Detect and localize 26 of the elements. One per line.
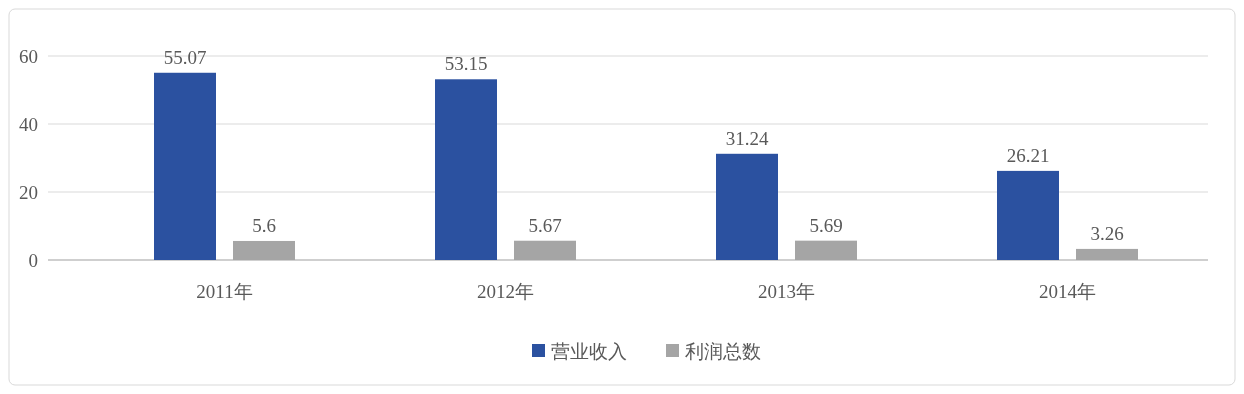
- bar: [154, 72, 216, 260]
- x-tick-label: 2012年: [477, 281, 534, 302]
- data-label: 31.24: [725, 127, 769, 149]
- x-tick-label: 2011年: [196, 281, 253, 302]
- data-label: 55.07: [163, 46, 207, 68]
- bar: [716, 153, 778, 260]
- data-label: 53.15: [444, 53, 488, 75]
- bar: [435, 79, 497, 260]
- x-tick-label: 2014年: [1039, 281, 1096, 302]
- x-tick-label: 2013年: [758, 281, 815, 302]
- bar: [514, 240, 576, 260]
- y-tick-label: 0: [28, 249, 38, 271]
- data-label: 3.26: [1090, 222, 1124, 244]
- bar: [997, 170, 1059, 260]
- y-tick-label: 20: [19, 181, 38, 203]
- data-label: 5.69: [809, 214, 843, 236]
- bar: [233, 240, 295, 260]
- data-label: 5.67: [528, 214, 562, 236]
- legend-label: 利润总数: [685, 340, 761, 362]
- bar: [795, 240, 857, 260]
- data-label: 5.6: [252, 214, 276, 236]
- y-tick-label: 40: [19, 113, 38, 135]
- data-label: 26.21: [1006, 144, 1050, 166]
- bar: [1076, 248, 1138, 260]
- legend-label: 营业收入: [551, 340, 627, 362]
- y-tick-label: 60: [19, 45, 38, 67]
